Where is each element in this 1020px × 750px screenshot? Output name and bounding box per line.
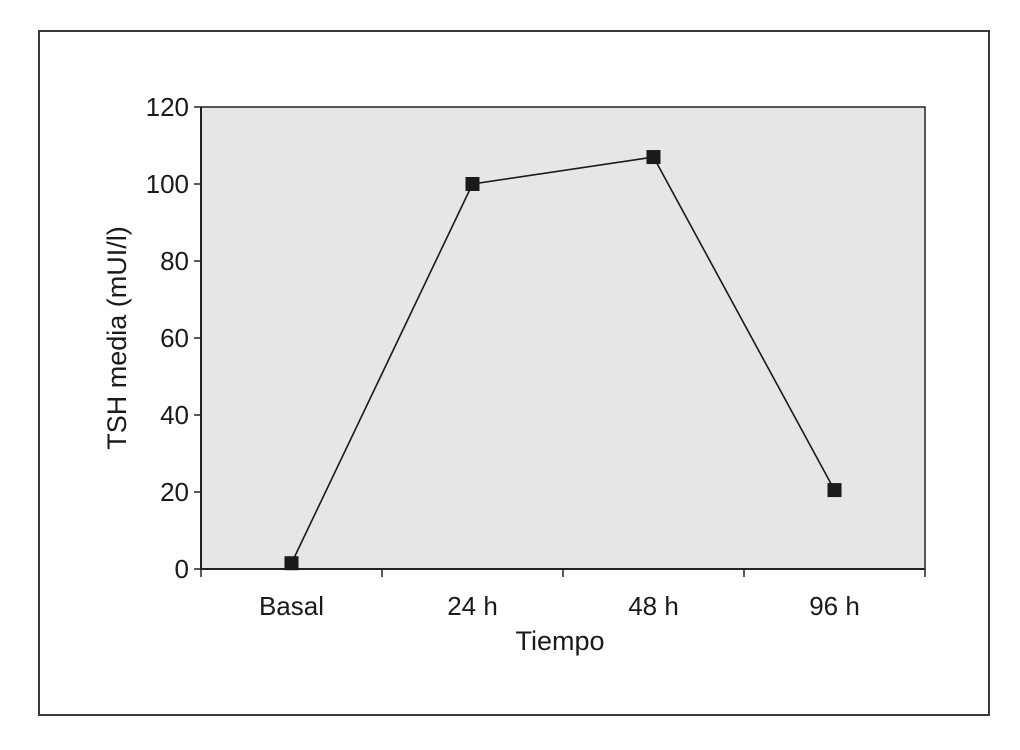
y-axis: 0 20 40 60 80 100 120 [146,92,202,584]
x-tick-label: Basal [259,591,324,621]
figure-frame [38,30,990,716]
series-line [290,156,836,564]
series-layer [284,150,842,571]
data-point [827,483,842,498]
x-axis: Basal 24 h 48 h 96 h [200,568,926,621]
x-tick-label: 48 h [628,591,679,621]
x-tick-label: 24 h [447,591,498,621]
y-tick-label: 100 [146,169,189,199]
y-tick-label: 0 [175,554,189,584]
x-axis-label: Tiempo [515,626,604,656]
plot-area [200,106,926,570]
y-tick-label: 60 [160,323,189,353]
y-tick-label: 120 [146,92,189,122]
y-tick-label: 80 [160,246,189,276]
data-point [284,556,299,571]
y-axis-label: TSH media (mUI/l) [102,226,132,450]
y-tick-label: 20 [160,477,189,507]
y-tick-label: 40 [160,400,189,430]
data-point [465,177,480,191]
x-tick-label: 96 h [809,591,860,621]
data-point [646,150,661,165]
